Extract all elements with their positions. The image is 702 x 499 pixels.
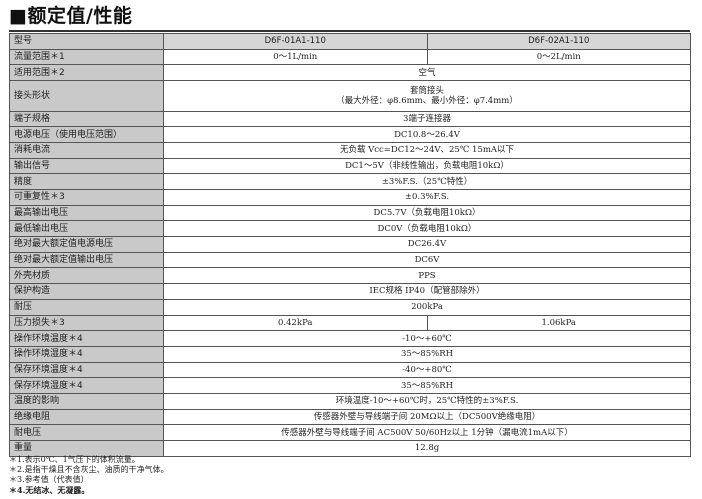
row-value: 3端子连接器 (163, 110, 691, 128)
table-row: 耐电压 传感器外壁与导线端子间 AC500V 50/60Hz以上 1分钟（漏电流1… (9, 424, 691, 441)
section-title: ■额定值/性能 (9, 5, 133, 27)
table-row: 端子规格 3端子连接器 (9, 110, 691, 128)
table-row: 输出信号 DC1～5V（非线性输出，负载电阻10kΩ） (9, 157, 691, 175)
table-row: 绝对最大额定值输出电压 DC6V (9, 251, 691, 269)
row-label: 耐电压 (9, 424, 164, 441)
table-row: 温度的影响 环境温度-10～+60℃时，25℃特性的±3%F.S. (9, 392, 691, 410)
row-label: 保存环境温度＊4 (9, 361, 164, 379)
row-label: 操作环境湿度＊4 (9, 345, 164, 363)
table-row: 外壳材质 PPS (9, 267, 691, 285)
row-label: 电源电压（使用电压范围） (9, 126, 164, 143)
row-label: 输出信号 (9, 157, 164, 175)
row-value: 环境温度-10～+60℃时，25℃特性的±3%F.S. (163, 392, 691, 410)
row-label: 温度的影响 (9, 392, 164, 410)
row-value: 空气 (163, 64, 691, 82)
row-value: ±3%F.S.（25℃特性） (163, 173, 691, 190)
row-value-line: 套筒接头 (409, 85, 444, 96)
row-value: ±0.3%F.S. (163, 189, 691, 206)
title-divider (9, 30, 690, 32)
table-row: 最高输出电压 DC5.7V（负载电阻10kΩ） (9, 204, 691, 222)
table-header-row: 型号 D6F-01A1-110 D6F-02A1-110 (9, 33, 691, 50)
row-label: 可重复性＊3 (9, 189, 164, 206)
row-label: 操作环境温度＊4 (9, 330, 164, 347)
row-label: 绝对最大额定值电源电压 (9, 236, 164, 253)
row-label: 耐压 (9, 298, 164, 316)
row-label: 压力损失＊3 (9, 314, 164, 332)
row-label: 绝缘电阻 (9, 408, 164, 426)
table-row: 流量范围＊1 0～1L/min 0～2L/min (9, 48, 691, 66)
row-label: 保存环境湿度＊4 (9, 377, 164, 394)
row-label: 流量范围＊1 (9, 48, 164, 66)
model-2: D6F-02A1-110 (426, 33, 691, 50)
row-value: 传感器外壁与导线端子间 20MΩ以上（DC500V绝缘电阻） (163, 408, 691, 426)
row-value: DC0V（负载电阻10kΩ） (163, 220, 691, 238)
table-row: 操作环境湿度＊4 35～85%RH (9, 345, 691, 363)
row-label: 精度 (9, 173, 164, 190)
row-value: 0.42kPa (163, 314, 428, 332)
row-value: -10～+60℃ (163, 330, 691, 347)
row-label: 端子规格 (9, 110, 164, 128)
row-value: 200kPa (163, 298, 691, 316)
table-row: 接头形状 套筒接头 （最大外径：φ8.6mm、最小外径：φ7.4mm） (9, 80, 691, 112)
model-1: D6F-01A1-110 (163, 33, 428, 50)
table-row: 保存环境温度＊4 -40～+80℃ (9, 361, 691, 379)
table-row: 压力损失＊3 0.42kPa 1.06kPa (9, 314, 691, 332)
footnote: ＊3.参考值（代表值） (9, 475, 89, 484)
row-value: 套筒接头 （最大外径：φ8.6mm、最小外径：φ7.4mm） (163, 80, 691, 112)
row-value: 35～85%RH (163, 345, 691, 363)
row-label: 消耗电流 (9, 141, 164, 159)
table-row: 保护构造 IEC规格 IP40（配管部除外） (9, 283, 691, 300)
table-row: 电源电压（使用电压范围） DC10.8～26.4V (9, 126, 691, 143)
row-value: DC26.4V (163, 236, 691, 253)
row-label: 绝对最大额定值输出电压 (9, 251, 164, 269)
row-label: 接头形状 (9, 80, 164, 112)
spec-table: 型号 D6F-01A1-110 D6F-02A1-110 流量范围＊1 0～1L/… (9, 33, 691, 457)
row-value: DC10.8～26.4V (163, 126, 691, 143)
table-row: 操作环境温度＊4 -10～+60℃ (9, 330, 691, 347)
row-value: 0～2L/min (426, 48, 691, 66)
table-row: 消耗电流 无负载 Vcc=DC12～24V、25℃ 15mA以下 (9, 141, 691, 159)
table-row: 绝缘电阻 传感器外壁与导线端子间 20MΩ以上（DC500V绝缘电阻） (9, 408, 691, 426)
header-label: 型号 (9, 33, 164, 50)
footnotes: ＊1.表示0℃、1气压下的体积流量。 ＊2.是指干燥且不含灰尘、油质的干净气体。… (9, 455, 169, 495)
footnote: ＊1.表示0℃、1气压下的体积流量。 (9, 455, 140, 464)
row-value: PPS (163, 267, 691, 285)
row-value: DC6V (163, 251, 691, 269)
row-label: 适用范围＊2 (9, 64, 164, 82)
row-value-line: （最大外径：φ8.6mm、最小外径：φ7.4mm） (336, 95, 518, 106)
table-row: 可重复性＊3 ±0.3%F.S. (9, 189, 691, 206)
row-label: 最低输出电压 (9, 220, 164, 238)
table-row: 保存环境湿度＊4 35～85%RH (9, 377, 691, 394)
table-row: 最低输出电压 DC0V（负载电阻10kΩ） (9, 220, 691, 238)
row-value: DC5.7V（负载电阻10kΩ） (163, 204, 691, 222)
row-label: 外壳材质 (9, 267, 164, 285)
row-value: -40～+80℃ (163, 361, 691, 379)
row-value: 无负载 Vcc=DC12～24V、25℃ 15mA以下 (163, 141, 691, 159)
table-row: 适用范围＊2 空气 (9, 64, 691, 82)
row-value: IEC规格 IP40（配管部除外） (163, 283, 691, 300)
row-value: 12.8g (163, 440, 691, 457)
row-value: 35～85%RH (163, 377, 691, 394)
row-label: 保护构造 (9, 283, 164, 300)
footnote: ＊4.无结冰、无凝露。 (9, 485, 90, 495)
table-row: 精度 ±3%F.S.（25℃特性） (9, 173, 691, 190)
row-label: 最高输出电压 (9, 204, 164, 222)
footnote: ＊2.是指干燥且不含灰尘、油质的干净气体。 (9, 465, 169, 474)
row-label: 重量 (9, 440, 164, 457)
table-row: 耐压 200kPa (9, 298, 691, 316)
table-row: 绝对最大额定值电源电压 DC26.4V (9, 236, 691, 253)
row-value: DC1～5V（非线性输出，负载电阻10kΩ） (163, 157, 691, 175)
row-value: 0～1L/min (163, 48, 428, 66)
table-row: 重量 12.8g (9, 440, 691, 457)
row-value: 传感器外壁与导线端子间 AC500V 50/60Hz以上 1分钟（漏电流1mA以… (163, 424, 691, 441)
row-value: 1.06kPa (426, 314, 691, 332)
